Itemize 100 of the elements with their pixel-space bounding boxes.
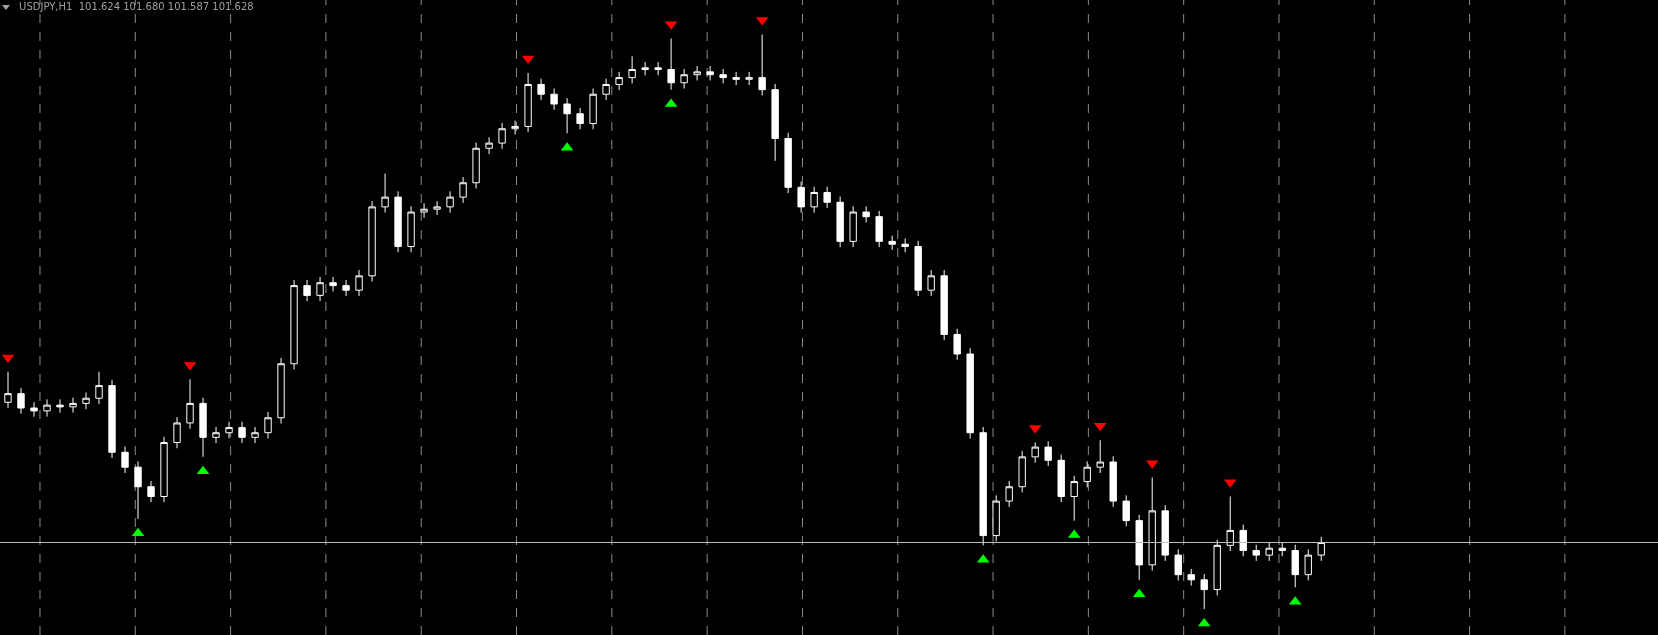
candlestick	[1135, 514, 1143, 581]
candlestick	[979, 426, 987, 546]
candlestick	[992, 494, 1000, 542]
candlestick	[1031, 441, 1039, 464]
candlestick	[17, 387, 25, 415]
candlestick	[641, 61, 649, 76]
candlestick	[1005, 480, 1013, 508]
candlestick	[875, 210, 883, 248]
candlestick	[316, 276, 324, 302]
candlestick	[1252, 544, 1260, 562]
candlestick	[1057, 454, 1065, 503]
candlestick	[225, 421, 233, 439]
candlestick	[810, 186, 818, 214]
candlestick	[732, 71, 740, 86]
candlestick	[1187, 568, 1195, 587]
candlestick	[394, 190, 402, 253]
candlestick	[95, 371, 103, 405]
candlestick	[524, 72, 532, 133]
chart-title: USDJPY,H1 101.624 101.680 101.587 101.628	[19, 1, 254, 13]
candlestick	[745, 71, 753, 86]
candlestick	[628, 55, 636, 84]
candlestick	[862, 205, 870, 223]
candlestick	[472, 142, 480, 189]
candlestick	[56, 398, 64, 414]
candlestick	[4, 371, 12, 409]
candlestick	[368, 200, 376, 283]
candlestick	[498, 122, 506, 150]
candlestick	[1083, 460, 1091, 488]
candlestick	[160, 436, 168, 503]
candlestick	[901, 237, 909, 253]
candlestick	[1226, 496, 1234, 552]
candlestick	[576, 107, 584, 130]
candlestick	[420, 202, 428, 219]
candlestick	[563, 97, 571, 134]
candlestick	[407, 205, 415, 253]
candlestick	[1174, 548, 1182, 581]
candlestick	[446, 190, 454, 214]
candlestick	[706, 65, 714, 81]
candlestick	[537, 78, 545, 101]
candlestick	[277, 357, 285, 425]
candlestick	[784, 132, 792, 194]
candlestick	[1096, 439, 1104, 474]
candlestick	[654, 61, 662, 76]
candlestick	[108, 379, 116, 459]
candlestick	[823, 186, 831, 209]
candlestick	[888, 235, 896, 251]
candlestick	[121, 446, 129, 474]
candlestick	[381, 173, 389, 214]
candlestick	[1161, 504, 1169, 562]
candlestick	[771, 83, 779, 162]
candlestick	[459, 176, 467, 204]
candlestick	[1239, 524, 1247, 557]
candlestick	[693, 65, 701, 81]
candlestick	[940, 269, 948, 341]
candlestick	[30, 401, 38, 418]
candlestick	[966, 347, 974, 439]
candlestick	[927, 269, 935, 297]
candlestick	[342, 279, 350, 297]
candlestick	[485, 136, 493, 155]
candlestick	[290, 279, 298, 371]
candlestick	[1044, 440, 1052, 467]
candlestick	[836, 196, 844, 248]
candlestick	[1304, 548, 1312, 581]
candlestick	[82, 391, 90, 410]
candlestick	[1278, 541, 1286, 557]
candlestick	[953, 328, 961, 361]
candlestick	[1317, 536, 1325, 562]
candlestick	[914, 240, 922, 297]
candlestick	[173, 416, 181, 449]
candlestick	[1018, 450, 1026, 493]
candlestick	[43, 398, 51, 418]
candlestick	[1109, 455, 1117, 508]
candlestick	[1213, 539, 1221, 596]
candlestick	[511, 120, 519, 135]
candlestick	[1200, 573, 1208, 610]
candlestick	[667, 38, 675, 91]
candlestick	[251, 426, 259, 444]
candlestick	[758, 33, 766, 96]
candlestick	[1122, 494, 1130, 527]
candlestick	[1148, 477, 1156, 572]
candlestick	[797, 181, 805, 214]
candlestick	[264, 411, 272, 439]
candlestick	[680, 68, 688, 89]
candlestick	[1070, 475, 1078, 522]
candlestick	[550, 88, 558, 111]
candlestick	[199, 397, 207, 458]
candlestick	[186, 378, 194, 430]
candlestick	[303, 279, 311, 302]
candlestick	[602, 78, 610, 101]
candlestick	[615, 71, 623, 91]
point	[521, 55, 535, 65]
candlestick	[329, 276, 337, 292]
candlestick	[849, 205, 857, 248]
point	[131, 527, 145, 537]
candlestick	[147, 480, 155, 503]
candlestick	[719, 68, 727, 84]
candlestick	[355, 269, 363, 297]
candlestick	[212, 426, 220, 444]
candlestick	[238, 421, 246, 444]
candlestick	[69, 397, 77, 414]
